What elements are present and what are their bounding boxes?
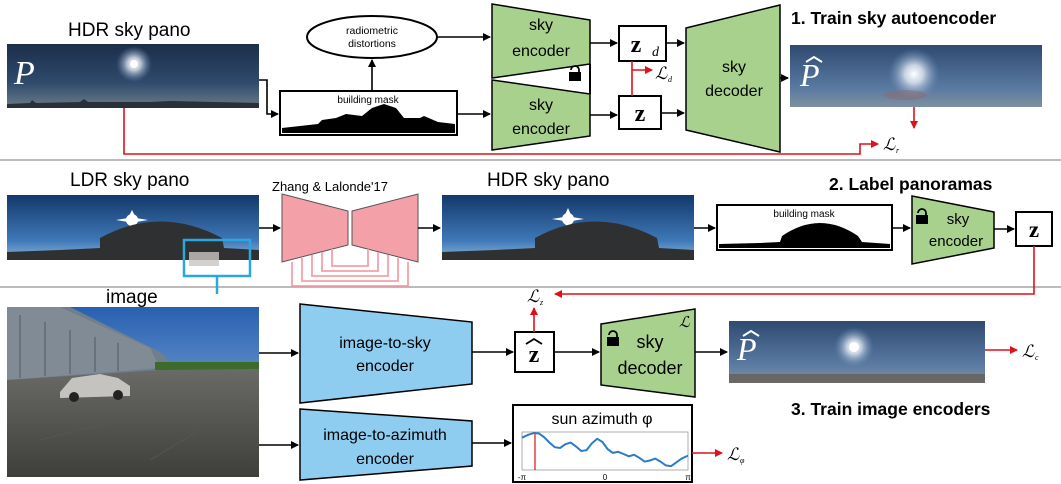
sky-decoder-s3-label-1: sky xyxy=(637,332,664,352)
image-to-azimuth-label-2: encoder xyxy=(356,451,414,468)
radiometric-label-2: distortions xyxy=(348,38,396,50)
radiometric-label-1: radiometric xyxy=(346,25,398,37)
sky-decoder-stage-3 xyxy=(600,308,696,398)
pano-symbol: P xyxy=(13,55,35,92)
hat-accent-icon-z xyxy=(525,337,543,345)
hdr-sky-pano-image-2 xyxy=(442,195,694,260)
loss-d: ℒ xyxy=(655,64,668,83)
building-mask-label-2: building mask xyxy=(773,209,835,220)
building-mask-label-1: building mask xyxy=(337,95,399,106)
image-to-azimuth-label-1: image-to-azimuth xyxy=(323,427,447,444)
stage-2-arrows xyxy=(259,224,1015,233)
zhang-lalonde-network xyxy=(281,193,419,287)
image-to-azimuth-encoder xyxy=(299,408,473,481)
loss-z-sub: z xyxy=(539,298,544,307)
loss-c-sub: c xyxy=(1035,353,1039,362)
azimuth-tick-right: π xyxy=(685,473,691,482)
hat-accent-icon xyxy=(805,55,823,63)
image-to-sky-label-2: encoder xyxy=(356,358,414,375)
azimuth-series-line-0 xyxy=(521,432,689,468)
azimuth-plot xyxy=(521,431,689,471)
predicted-pano-image: P xyxy=(729,321,985,383)
stage-1-arrows xyxy=(259,33,789,119)
building-mask-1: building mask xyxy=(279,90,458,136)
latent-z-box xyxy=(618,95,662,130)
stage-3-arrows xyxy=(259,348,728,449)
azimuth-plot-title: sun azimuth φ xyxy=(551,411,652,428)
sky-encoder-top-label-1: sky xyxy=(529,17,553,34)
latent-z: z xyxy=(635,101,646,127)
loss-decoder-corner: ℒ xyxy=(679,315,691,331)
stage-3-title: 3. Train image encoders xyxy=(791,399,991,419)
sky-encoder-s2-label-2: encoder xyxy=(929,233,983,250)
crop-car xyxy=(189,252,219,266)
building-mask-2: building mask xyxy=(716,204,893,251)
hat-accent-icon-3 xyxy=(742,329,760,337)
ldr-sky-pano-label: LDR sky pano xyxy=(70,170,189,191)
latent-z-stage-2-box xyxy=(1015,211,1053,247)
sky-decoder-label-2: decoder xyxy=(705,83,763,100)
image-to-sky-encoder xyxy=(299,303,473,404)
loss-phi-sub: φ xyxy=(740,456,745,465)
stage-2-title: 2. Label panoramas xyxy=(829,174,993,194)
loss-phi: ℒ xyxy=(727,445,740,464)
loss-d-sub: d xyxy=(668,75,673,84)
azimuth-tick-left: -π xyxy=(518,473,527,482)
sky-decoder-label-1: sky xyxy=(722,59,746,76)
sky-encoder-top-label-2: encoder xyxy=(512,43,570,60)
sky-encoder-bottom-label-1: sky xyxy=(529,97,553,114)
sky-encoder-bottom xyxy=(491,79,591,151)
lock-icon-stage-2 xyxy=(916,208,928,224)
stage-3-loss-arrows xyxy=(530,307,1018,457)
sky-encoder-s2-label-1: sky xyxy=(947,211,970,228)
latent-z-stage-2: z xyxy=(1029,217,1039,242)
stage-1-loss-arrows xyxy=(123,61,918,155)
reconstructed-pano-image: P xyxy=(790,45,1042,107)
pano-hat-symbol: P xyxy=(799,57,820,93)
pano-hat-symbol-3: P xyxy=(736,331,757,367)
latent-z-hat: z xyxy=(529,342,540,368)
sky-encoder-bottom-label-2: encoder xyxy=(512,121,570,138)
sky-encoder-stage-2 xyxy=(911,195,995,265)
loss-c: ℒ xyxy=(1022,342,1035,361)
loss-r: ℒ xyxy=(883,135,896,154)
stage-2-loss-arrow xyxy=(554,246,1035,298)
input-photo xyxy=(7,307,259,477)
sky-decoder-s3-label-2: decoder xyxy=(617,358,682,378)
image-to-sky-label-1: image-to-sky xyxy=(339,335,431,352)
car-shape xyxy=(60,374,130,402)
loss-z: ℒ xyxy=(527,287,540,306)
zhang-lalonde-label: Zhang & Lalonde'17 xyxy=(272,179,388,194)
hdr-sky-pano-label: HDR sky pano xyxy=(68,20,191,41)
lock-icon-stage-3 xyxy=(607,330,619,346)
lock-icon xyxy=(569,65,581,81)
hdr-sky-pano-label-2: HDR sky pano xyxy=(487,170,610,191)
hdr-sky-pano-image: P xyxy=(7,44,259,108)
image-label: image xyxy=(106,287,158,308)
sky-decoder xyxy=(685,4,781,153)
stage-1-title: 1. Train sky autoencoder xyxy=(791,8,996,28)
ldr-sky-pano-image xyxy=(7,195,259,260)
radiometric-distortions-node xyxy=(306,15,438,59)
azimuth-plot-area xyxy=(521,431,689,471)
azimuth-tick-mid: 0 xyxy=(603,473,608,482)
loss-r-sub: r xyxy=(896,146,900,155)
latent-zd: z xyxy=(631,32,642,58)
latent-zd-sub: d xyxy=(652,45,660,60)
